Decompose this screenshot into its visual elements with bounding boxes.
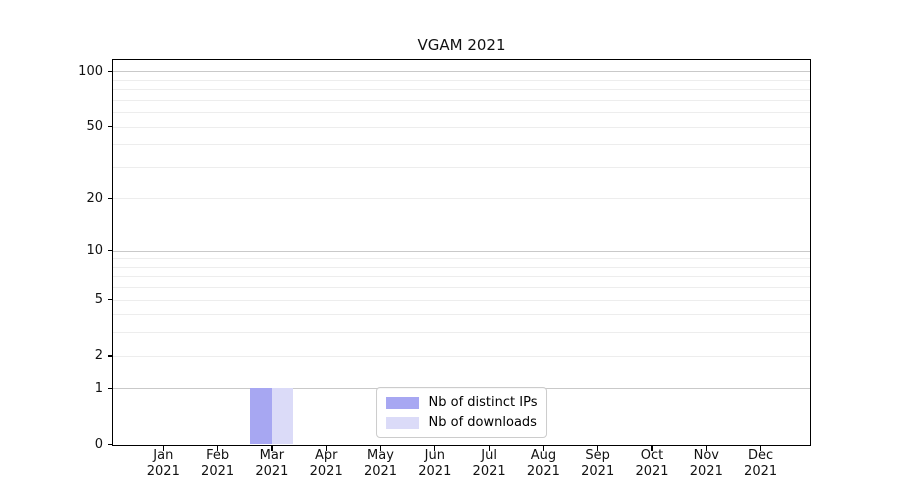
x-tick-label: Jun 2021 <box>405 448 465 480</box>
bar-downloads <box>271 388 294 445</box>
y-tick-label: 50 <box>86 118 103 134</box>
bar-distinct-ips <box>250 388 272 445</box>
x-tick-label-line: Jun <box>424 448 445 463</box>
y-tick-mark <box>107 355 112 357</box>
y-tick-label: 1 <box>94 380 103 396</box>
gridline-minor <box>113 314 810 316</box>
y-tick-mark <box>107 444 112 446</box>
downloads-legend-swatch <box>385 416 419 429</box>
x-tick-label: Sep 2021 <box>568 448 628 480</box>
x-tick-mark <box>379 446 382 451</box>
legend-label-downloads: Nb of downloads <box>428 415 537 430</box>
gridline-minor <box>113 99 810 101</box>
gridline-minor <box>113 79 810 81</box>
x-tick-label: Nov 2021 <box>676 448 736 480</box>
x-tick-mark <box>162 446 164 451</box>
x-tick-label: May 2021 <box>351 448 411 480</box>
x-tick-mark <box>760 446 762 451</box>
x-tick-label-line: May <box>367 448 394 463</box>
legend-item-downloads: Nb of downloads <box>385 415 538 430</box>
x-tick-label-line: Sep <box>585 448 610 463</box>
y-tick-mark <box>107 70 112 73</box>
x-tick-label-line: Jul <box>481 448 497 463</box>
x-tick-label-line: 2021 <box>526 464 560 479</box>
x-tick-label-line: Oct <box>640 448 664 463</box>
y-tick-mark <box>107 126 112 128</box>
x-tick-label: Apr 2021 <box>296 448 356 480</box>
x-tick-label-line: Dec <box>748 448 774 463</box>
x-tick-label-line: 2021 <box>744 464 778 479</box>
plot-area: Nb of distinct IPs Nb of downloads <box>112 59 811 446</box>
x-tick-mark <box>325 446 327 451</box>
gridline-minor <box>113 126 810 128</box>
x-tick-label-line: 2021 <box>201 464 235 479</box>
y-tick-label: 100 <box>78 63 103 79</box>
gridline-minor <box>113 258 810 260</box>
gridline-minor <box>113 112 810 113</box>
gridline-minor <box>113 287 810 288</box>
legend: Nb of distinct IPs Nb of downloads <box>375 387 548 438</box>
x-tick-label-line: 2021 <box>363 464 398 479</box>
legend-label-distinct-ips: Nb of distinct IPs <box>428 395 538 410</box>
x-tick-label: Dec 2021 <box>731 448 791 480</box>
x-tick-label: Oct 2021 <box>622 448 682 480</box>
y-tick-label: 10 <box>86 242 103 258</box>
gridline-minor <box>113 266 810 268</box>
gridline-minor <box>113 299 810 301</box>
gridline-major <box>113 250 810 252</box>
x-tick-mark <box>705 446 707 451</box>
x-tick-label-line: 2021 <box>635 464 669 479</box>
x-tick-label-line: Nov <box>693 448 719 463</box>
gridline-minor <box>113 332 810 334</box>
x-tick-label-line: 2021 <box>255 464 289 479</box>
x-tick-label-line: Feb <box>206 448 230 463</box>
y-tick-mark <box>107 299 112 301</box>
x-tick-label-line: 2021 <box>689 464 723 479</box>
y-tick-mark <box>107 250 112 252</box>
gridline-minor <box>113 355 810 357</box>
y-tick-mark <box>107 388 112 390</box>
x-tick-mark <box>597 446 599 451</box>
y-tick-label: 2 <box>94 347 103 363</box>
y-tick-mark <box>107 197 112 200</box>
x-tick-mark <box>542 446 545 451</box>
gridline-minor <box>113 276 810 278</box>
x-tick-label-line: Jan <box>153 448 174 463</box>
x-tick-label-line: 2021 <box>309 464 343 479</box>
x-tick-mark <box>434 446 436 451</box>
x-tick-label-line: 2021 <box>581 464 615 479</box>
x-tick-mark <box>488 446 490 451</box>
x-tick-label: Jul 2021 <box>459 448 519 480</box>
x-tick-label: Mar 2021 <box>242 448 302 480</box>
gridline-minor <box>113 166 810 168</box>
x-tick-label: Jan 2021 <box>133 448 193 480</box>
x-tick-label-line: 2021 <box>146 464 180 479</box>
distinct-ips-legend-swatch <box>385 396 419 409</box>
x-tick-label: Aug 2021 <box>513 448 573 480</box>
x-tick-label-line: Aug <box>530 448 557 463</box>
x-tick-label-line: 2021 <box>418 464 452 479</box>
gridline-minor <box>113 198 810 200</box>
gridline-minor <box>113 144 810 146</box>
gridline-minor <box>113 89 810 90</box>
gridline-major <box>113 71 810 73</box>
legend-item-distinct-ips: Nb of distinct IPs <box>385 395 538 410</box>
x-tick-label-line: Apr <box>314 448 338 463</box>
x-tick-label: Feb 2021 <box>188 448 248 480</box>
chart-title: VGAM 2021 <box>417 36 506 54</box>
x-tick-label-line: Mar <box>259 448 285 463</box>
y-tick-label: 5 <box>94 291 103 307</box>
x-tick-mark <box>651 446 653 451</box>
x-tick-label-line: 2021 <box>472 464 506 479</box>
x-tick-mark <box>217 446 219 451</box>
y-tick-label: 0 <box>94 436 103 452</box>
x-tick-mark <box>271 446 273 451</box>
y-tick-label: 20 <box>86 190 103 206</box>
